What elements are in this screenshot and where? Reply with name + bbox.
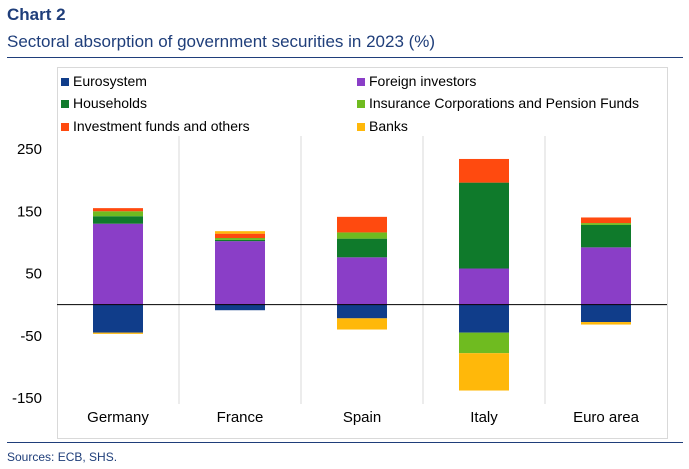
x-tick-label: Spain: [343, 409, 381, 426]
bar-banks: [93, 332, 143, 334]
legend-swatch-foreign: [357, 78, 365, 86]
sources-note: Sources: ECB, SHS.: [7, 450, 118, 464]
legend-label-banks: Banks: [369, 118, 408, 134]
bar-banks: [581, 322, 631, 325]
legend-label-investment: Investment funds and others: [73, 118, 250, 134]
legend-label-insurance: Insurance Corporations and Pension Funds: [369, 95, 639, 111]
legend-swatch-eurosystem: [61, 78, 69, 86]
bar-insurance: [93, 211, 143, 217]
bar-investment: [581, 217, 631, 224]
legend-label-eurosystem: Eurosystem: [73, 73, 147, 89]
bar-eurosystem: [93, 304, 143, 333]
legend-label-foreign: Foreign investors: [369, 73, 476, 89]
bar-households: [93, 216, 143, 224]
footer-rule: [7, 442, 683, 443]
bar-households: [459, 182, 509, 269]
legend-swatch-banks: [357, 123, 365, 131]
bar-foreign: [581, 247, 631, 305]
bar-insurance: [337, 232, 387, 239]
bar-foreign: [459, 268, 509, 305]
y-tick-label: 250: [17, 141, 42, 158]
bar-eurosystem: [581, 304, 631, 323]
legend-swatch-insurance: [357, 100, 365, 108]
x-tick-label: Germany: [87, 409, 149, 426]
chart-subtitle: Sectoral absorption of government securi…: [7, 32, 436, 51]
bar-foreign: [337, 257, 387, 305]
x-tick-label: Euro area: [573, 409, 640, 426]
header-rule: [7, 57, 683, 58]
chart-title: Chart 2: [7, 5, 66, 24]
bar-eurosystem: [215, 304, 265, 311]
bar-investment: [215, 233, 265, 239]
y-tick-label: 50: [25, 266, 42, 283]
bar-eurosystem: [337, 304, 387, 319]
bar-insurance: [215, 238, 265, 240]
legend-swatch-households: [61, 100, 69, 108]
bar-foreign: [215, 241, 265, 305]
bar-households: [337, 238, 387, 258]
bar-investment: [459, 158, 509, 183]
bar-insurance: [459, 332, 509, 354]
bar-investment: [337, 216, 387, 233]
bar-investment: [93, 208, 143, 212]
legend-swatch-investment: [61, 123, 69, 131]
legend-label-households: Households: [73, 95, 147, 111]
bar-banks: [459, 353, 509, 391]
x-tick-label: France: [217, 409, 264, 426]
bar-households: [581, 224, 631, 248]
bar-foreign: [93, 223, 143, 305]
y-tick-label: 150: [17, 203, 42, 220]
bar-eurosystem: [459, 304, 509, 333]
bar-banks: [215, 231, 265, 234]
bar-insurance: [581, 223, 631, 225]
plot-frame: [57, 67, 668, 439]
y-tick-label: -50: [20, 328, 42, 345]
y-tick-label: -150: [12, 390, 42, 407]
bar-banks: [337, 318, 387, 330]
bar-households: [215, 239, 265, 242]
x-tick-label: Italy: [470, 409, 498, 426]
